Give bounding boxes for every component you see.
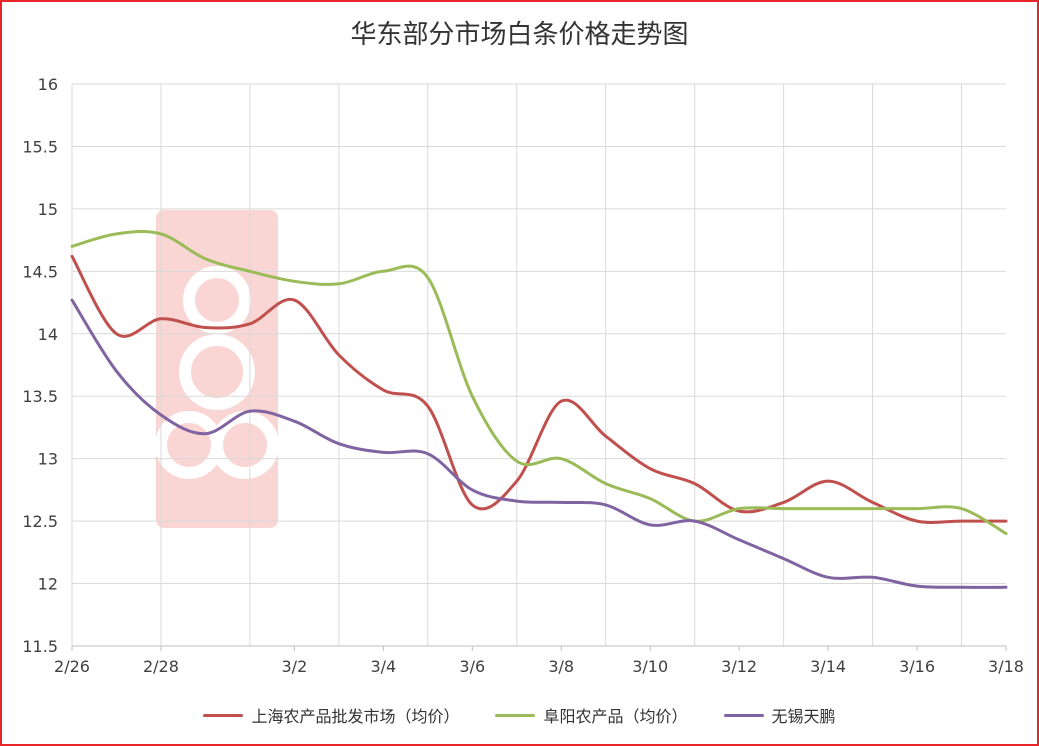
y-tick-label: 12 — [38, 575, 58, 594]
series-lines — [70, 230, 1008, 589]
legend-label: 阜阳农产品（均价） — [543, 707, 688, 726]
y-tick-label: 14 — [38, 325, 58, 344]
legend-label: 无锡天鹏 — [771, 707, 836, 726]
legend-swatch — [495, 713, 536, 717]
series-line-2 — [70, 298, 1008, 589]
legend-label: 上海农产品批发市场（均价） — [251, 707, 460, 726]
y-tick-label: 15.5 — [22, 137, 58, 156]
y-tick-label: 15 — [38, 200, 58, 219]
y-tick-label: 14.5 — [22, 262, 58, 281]
x-tick-label: 3/10 — [632, 657, 668, 676]
x-tick-label: 3/2 — [282, 657, 308, 676]
x-tick-label: 3/12 — [721, 657, 757, 676]
series-line-0 — [70, 254, 1008, 524]
watermark-logo — [155, 210, 279, 528]
y-tick-label: 13.5 — [22, 387, 58, 406]
legend-swatch — [203, 713, 244, 717]
series-line-1 — [70, 230, 1008, 536]
y-tick-label: 13 — [38, 450, 58, 469]
y-tick-label: 16 — [38, 75, 58, 94]
legend: 上海农产品批发市场（均价） 阜阳农产品（均价） 无锡天鹏 — [0, 703, 1039, 727]
x-tick-label: 2/28 — [143, 657, 179, 676]
watermark-logo-block — [156, 210, 278, 528]
legend-item-2: 无锡天鹏 — [723, 703, 836, 727]
x-tick-label: 3/16 — [899, 657, 935, 676]
legend-item-0: 上海农产品批发市场（均价） — [203, 703, 459, 727]
x-tick-label: 3/8 — [548, 657, 574, 676]
legend-swatch — [723, 713, 764, 717]
y-tick-label: 12.5 — [22, 512, 58, 531]
watermark-logo-ring — [179, 334, 255, 410]
axes: 11.5 12 12.5 13 13.5 14 14.5 15 15.5 16 2/26 2/28 3/… — [22, 75, 1024, 676]
x-tick-label: 2/26 — [54, 657, 90, 676]
watermark-logo-ring — [211, 411, 279, 479]
x-tick-label: 3/6 — [459, 657, 485, 676]
x-tick-label: 3/4 — [370, 657, 396, 676]
y-tick-label: 11.5 — [22, 637, 58, 656]
x-tick-label: 3/18 — [988, 657, 1024, 676]
x-tick-label: 3/14 — [810, 657, 846, 676]
legend-item-1: 阜阳农产品（均价） — [495, 703, 688, 727]
chart-title: 华东部分市场白条价格走势图 — [350, 20, 689, 50]
